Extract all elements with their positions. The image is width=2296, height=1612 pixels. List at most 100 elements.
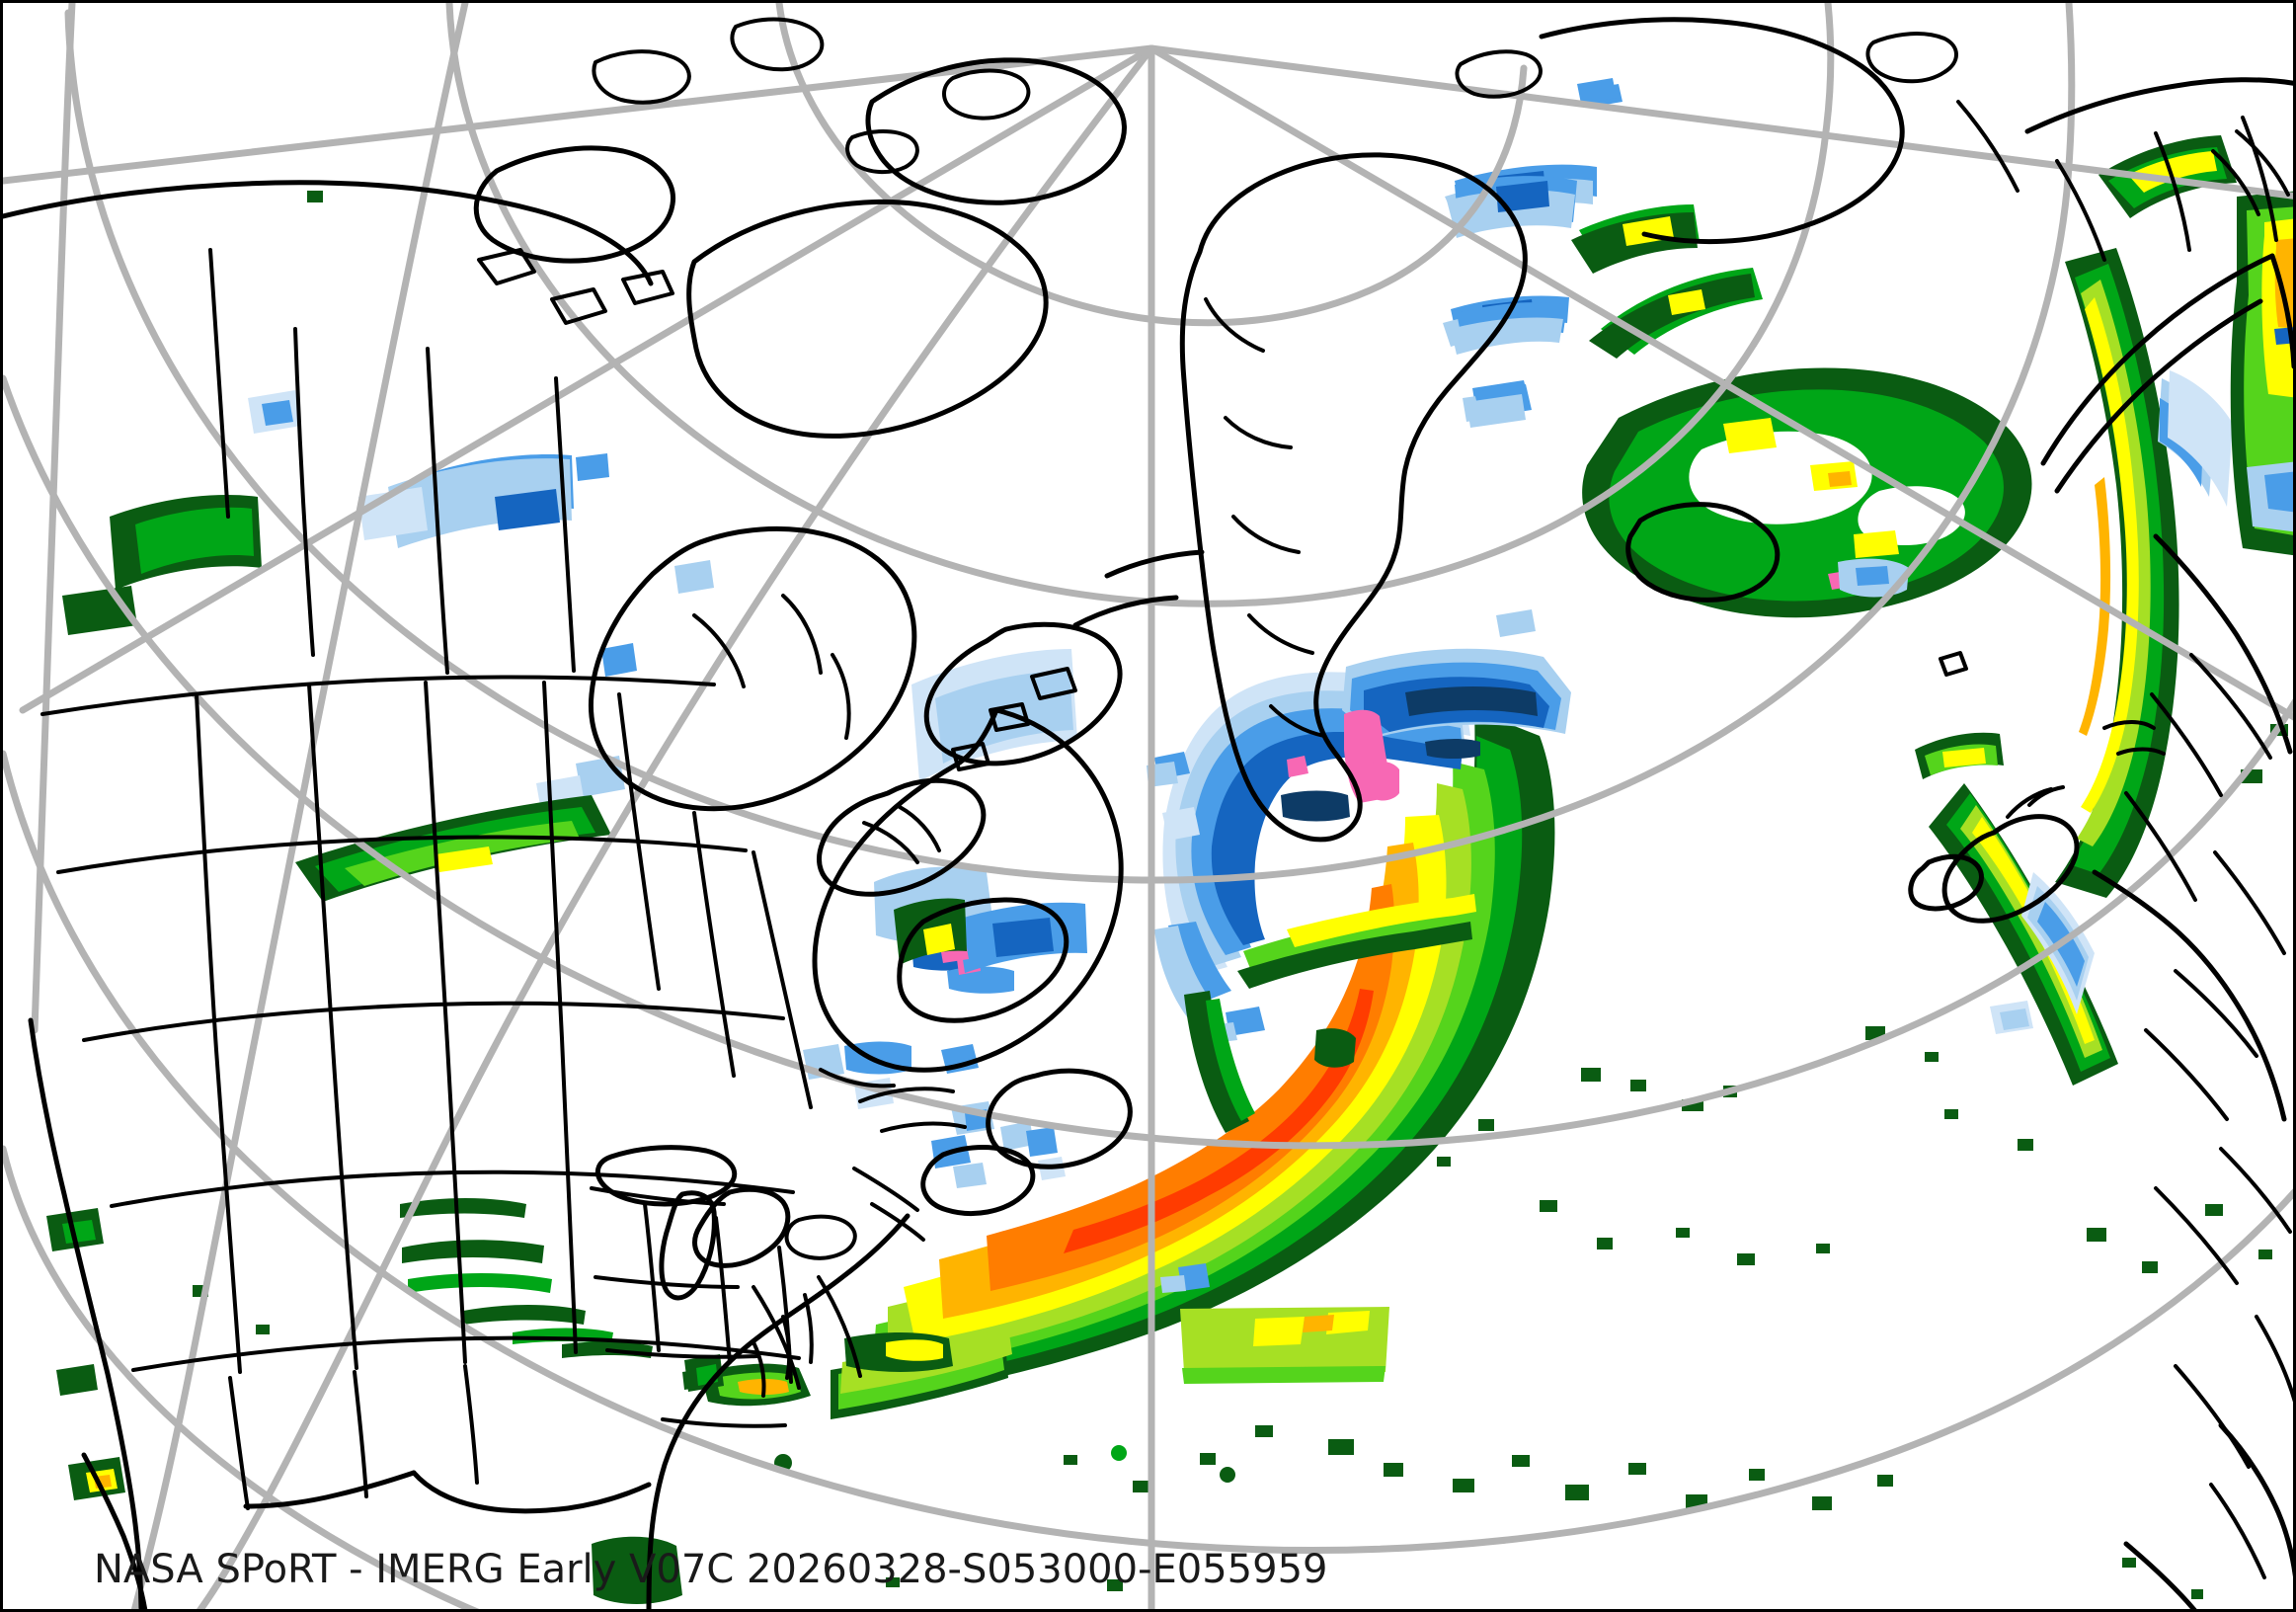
- tail-orange-blob: [1303, 1315, 1334, 1332]
- pnw-snow-i: [262, 400, 293, 426]
- state-border-west-a: [40, 675, 716, 716]
- white-sea: [2211, 129, 2290, 216]
- prov-border-f: [752, 850, 813, 1109]
- greenland-mixed-speck: [1287, 756, 1308, 777]
- sub-speck: [2258, 1249, 2272, 1259]
- offshore-yellow: [886, 1339, 943, 1361]
- prov-border-e: [692, 811, 736, 1078]
- canada-north-coast: [3, 180, 654, 286]
- norway-coast-detail: [2054, 298, 2263, 494]
- pnw-snow-g: [601, 643, 637, 677]
- baffin-snow-c: [1496, 181, 1549, 212]
- lake-michigan: [659, 1190, 717, 1301]
- norway-orange: [2079, 477, 2111, 736]
- arctic-islet-b: [730, 17, 825, 72]
- baffin-snow-g: [1466, 394, 1526, 428]
- great-britain-coastline: [1941, 814, 2080, 924]
- state-border-east-d: [661, 1417, 787, 1428]
- greenland-snow-shield: [1147, 648, 1571, 1133]
- tail-yellow-blob-b: [1326, 1311, 1370, 1334]
- sub-speck: [1816, 1244, 1830, 1253]
- europe-border-g: [2219, 1147, 2292, 1234]
- norway-snow-side-c: [2168, 370, 2233, 507]
- baltic-snow-b: [2264, 471, 2293, 513]
- sub-speck: [1200, 1453, 1216, 1465]
- snow-sw-speck-a: [1226, 1007, 1265, 1036]
- sub-speck: [2142, 1261, 2158, 1273]
- quebec-snow-g: [1000, 1121, 1034, 1151]
- pnw-blob-b: [135, 507, 254, 574]
- baja-coast: [81, 1452, 148, 1609]
- sub-speck: [1581, 1068, 1601, 1082]
- snow-heavy-core: [1211, 732, 1463, 945]
- state-vertical-b: [307, 683, 358, 1370]
- sub-speck: [1630, 1080, 1646, 1091]
- sub-speck: [886, 1577, 900, 1587]
- snow-navy-core-b: [1281, 790, 1350, 822]
- europe-border-c: [2124, 791, 2197, 902]
- ellesmere-coastline: [865, 57, 1127, 205]
- state-vertical-a: [195, 692, 242, 1374]
- prov-border-g: [208, 248, 230, 519]
- state-border-west-b: [56, 835, 748, 874]
- alaska-yellow-strip: [923, 924, 955, 955]
- state-vertical-f: [353, 1370, 368, 1498]
- newengland-snow-c: [1026, 1127, 1058, 1157]
- gulf-speck-c: [1220, 1467, 1235, 1483]
- nw-africa-coast: [2123, 1541, 2197, 1609]
- sub-speck: [1384, 1463, 1403, 1477]
- russia-arctic-coast: [1539, 17, 1905, 245]
- svalbard: [1455, 49, 1543, 99]
- siberia-border-c: [2154, 131, 2191, 252]
- europe-border-e: [2174, 969, 2258, 1058]
- kola-coast: [2024, 77, 2293, 134]
- arctic-islet-e: [477, 248, 536, 285]
- snow-rim-yellow: [1287, 894, 1476, 947]
- baffin-snow-e: [1451, 317, 1563, 355]
- sub-speck: [2018, 1139, 2033, 1151]
- prov-border-a: [293, 327, 315, 657]
- sub-speck: [2191, 1589, 2203, 1599]
- us-west-coast: [28, 1017, 144, 1609]
- siberia-border-a: [1956, 100, 2019, 193]
- latitude-50n: [3, 374, 2293, 1150]
- prov-border-d: [617, 692, 661, 991]
- pnw-snow-c: [495, 489, 560, 530]
- scand-yellow: [2128, 151, 2217, 193]
- state-vertical-h: [643, 1202, 661, 1352]
- front-western-tail: [831, 1307, 1389, 1419]
- state-vertical-c: [424, 681, 467, 1364]
- alaska-coast-snow-d: [992, 918, 1054, 957]
- front-extreme-axis: [1064, 989, 1374, 1253]
- florida-coast: [411, 1470, 652, 1514]
- siberia-border-b: [2055, 159, 2106, 262]
- sub-speck: [1437, 1157, 1451, 1167]
- greenland-tip-green2: [1206, 999, 1255, 1121]
- faroe-islands: [1939, 651, 1968, 677]
- greenland-coastline: [1179, 152, 1528, 843]
- scandinavia-coastline: [2040, 253, 2293, 466]
- ov-streak-1: [402, 1240, 544, 1263]
- denmark-coastline: [2102, 720, 2166, 756]
- state-appalachian-a: [817, 1275, 862, 1378]
- sub-speck: [1565, 1485, 1589, 1500]
- sub-speck: [2122, 1558, 2136, 1568]
- baffin-island-coastline: [686, 199, 1049, 439]
- gulf-st-lawrence: [819, 1068, 967, 1133]
- ireland-coastline: [1908, 853, 1984, 912]
- iceland-coastline: [1625, 502, 1781, 603]
- denmark-strait-arc-dark: [1589, 274, 1755, 359]
- greenland-mixed-band2: [1372, 762, 1399, 801]
- snow-upper-navy-a: [1405, 686, 1538, 716]
- iceland-green-blob: [1314, 1028, 1356, 1068]
- front-red-axis: [987, 884, 1394, 1291]
- iberia-coast: [2218, 1422, 2293, 1578]
- meridian-120w: [130, 3, 469, 1609]
- meridian-60w: [3, 44, 1155, 185]
- state-ne-a: [852, 1167, 919, 1212]
- state-vertical-d: [542, 681, 578, 1354]
- norway-lightgreen: [2077, 280, 2151, 846]
- newengland-snow-e: [1178, 1263, 1210, 1291]
- ontario-snow-d: [1162, 807, 1200, 841]
